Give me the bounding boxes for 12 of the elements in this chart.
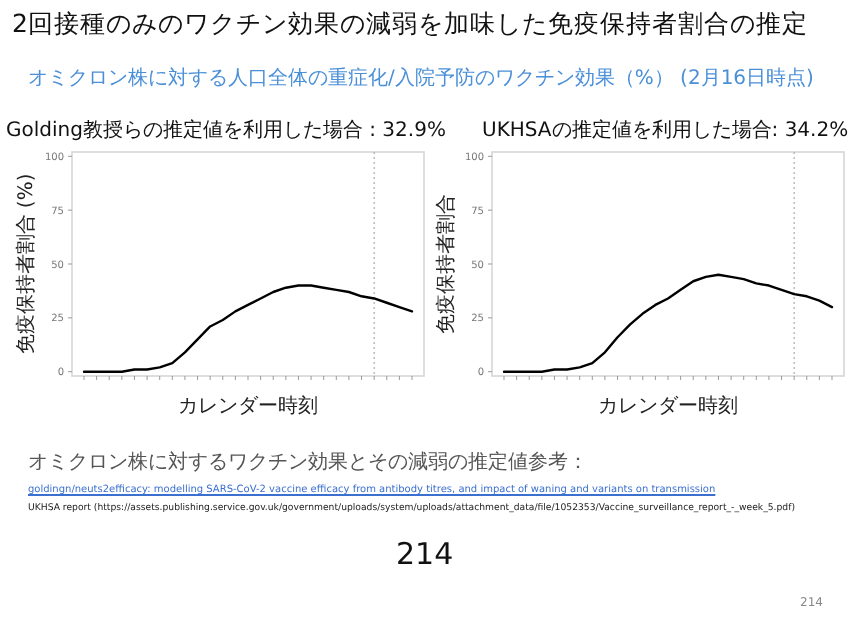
- chart-title: Golding教授らの推定値を利用した場合 : 32.9%: [6, 117, 446, 144]
- y-axis-title: 免疫保持者割合 (%): [13, 173, 40, 355]
- x-axis-title: カレンダー時刻: [598, 393, 738, 420]
- text: 2回接種のみのワクチン効果の減弱を加味した免疫保持者割合の推定: [12, 8, 808, 42]
- x-axis-title: カレンダー時刻: [178, 393, 318, 420]
- text: オミクロン株に対する人口全体の重症化/入院予防のワクチン効果（%） (2月16日時点): [28, 65, 814, 92]
- line-series: [82, 284, 414, 373]
- text: 214: [396, 536, 454, 572]
- y-axis-title: 免疫保持者割合: [433, 194, 460, 334]
- line-series: [502, 273, 834, 373]
- text: オミクロン株に対するワクチン効果とその減弱の推定値参考：: [28, 449, 590, 476]
- chart-title: UKHSAの推定値を利用した場合: 34.2%: [482, 117, 849, 144]
